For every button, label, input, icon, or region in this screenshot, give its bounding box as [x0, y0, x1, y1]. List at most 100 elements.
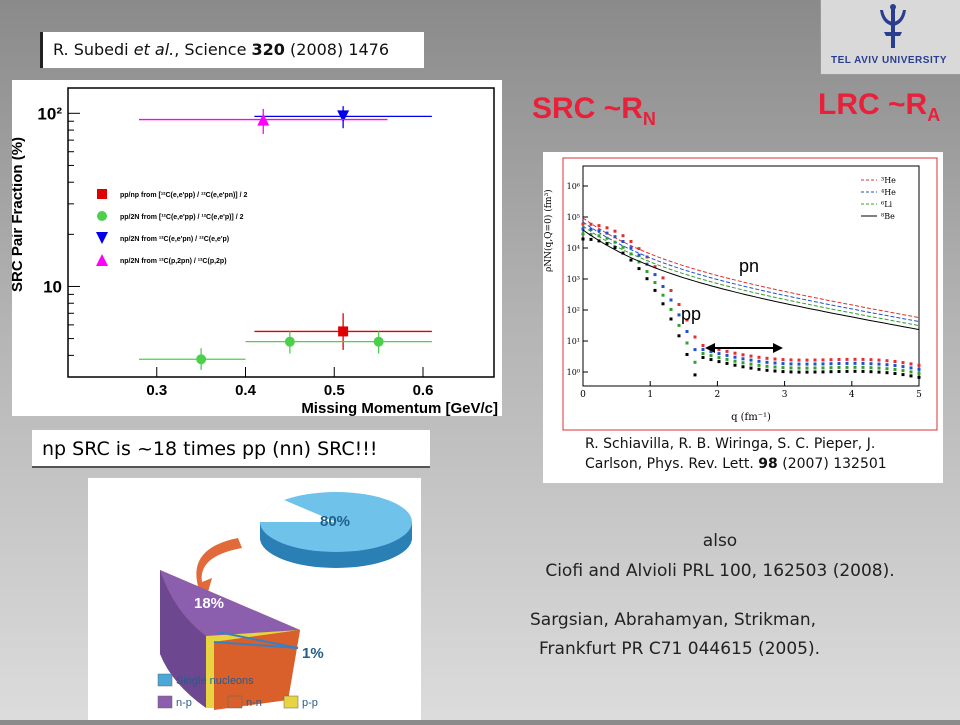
rp-pp-point [861, 365, 865, 369]
rp-pp-point [805, 370, 809, 374]
rp-pp-point [893, 372, 897, 375]
rp-y-tick-label: 10³ [567, 275, 580, 284]
pie-label-1: 1% [302, 645, 324, 662]
sargsian-reference-line1: Sargsian, Abrahamyan, Strikman, [530, 610, 817, 630]
rp-pp-point [637, 267, 641, 271]
ciofi-reference: Ciofi and Alvioli PRL 100, 162503 (2008)… [545, 561, 895, 581]
rp-pp-point [893, 368, 897, 371]
rp-pp-point [645, 270, 649, 273]
np-pp-ratio-note: np SRC is ~18 times pp (nn) SRC!!! [32, 430, 430, 468]
legend-entry: pp/np from [¹²C(e,e'pp) / ¹²C(e,e'pn)] /… [120, 192, 247, 199]
rp-pp-point [797, 362, 801, 366]
rp-pp-point [821, 362, 825, 366]
rp-pp-point [733, 363, 737, 367]
rp-pp-point [597, 224, 601, 228]
rp-pp-point [589, 227, 593, 231]
rp-pp-point [789, 358, 793, 362]
rp-pp-point [805, 358, 809, 362]
rp-pp-point [629, 252, 633, 256]
rp-pp-point [805, 366, 809, 370]
rp-pp-point [749, 362, 753, 366]
x-tick-label: 0.3 [146, 382, 167, 399]
rp-pp-point [677, 313, 681, 317]
plot-frame [67, 87, 495, 378]
x-axis-label: Missing Momentum [GeV/c] [301, 400, 498, 416]
data-point-circle [284, 336, 295, 347]
rp-pp-point [629, 240, 633, 243]
rp-pp-point [901, 361, 905, 365]
legend-entry: np/2N from ¹²C(p,2pn) / ¹²C(p,2p) [120, 258, 227, 265]
rp-reference: R. Schiavilla, R. B. Wiringa, S. C. Piep… [585, 434, 887, 474]
momentum-distribution-plot: 0 1 2 3 4 5 10⁰ 10¹ 10² 10³ 10⁴ 10⁵ 10⁶ ρNN(q,Q=0) (… [543, 157, 938, 431]
rp-pp-point [909, 362, 913, 366]
rp-pp-point [733, 355, 737, 359]
rp-pp-point [741, 361, 745, 365]
rp-pp-point [885, 363, 889, 367]
rp-y-tick-label: 10⁰ [567, 368, 580, 377]
rp-pp-point [597, 229, 601, 233]
rp-pp-point [741, 353, 745, 357]
rp-reference-journal: Carlson, Phys. Rev. Lett. [585, 456, 759, 472]
logo-text: TEL AVIV UNIVERSITY [831, 55, 947, 66]
rp-pp-point [813, 366, 817, 370]
rp-pp-point [677, 334, 681, 338]
rp-pp-point [893, 360, 897, 363]
rp-pp-point [605, 231, 609, 235]
rp-pp-point [797, 358, 801, 362]
rp-pp-point [821, 370, 825, 374]
rp-pp-point [581, 232, 585, 236]
rp-pp-point [789, 362, 793, 366]
src-pair-fraction-chart: 0.3 0.4 0.5 0.6 10 10² pp/np from [¹²C(e,e'pp… [12, 80, 502, 416]
rp-pp-point [757, 355, 761, 359]
rp-y-tick-label: 10⁶ [567, 182, 580, 191]
rp-pp-point [877, 366, 881, 370]
rp-pp-point [917, 371, 921, 375]
rp-pn-curve [582, 217, 920, 319]
pie-wedge-pp-side [206, 636, 214, 708]
legend-marker [96, 254, 108, 266]
rp-pp-point [757, 363, 761, 367]
rp-pp-point [589, 237, 593, 241]
rp-pp-point [773, 361, 777, 365]
data-point-triangle-up [257, 113, 270, 126]
legend-entry: np/2N from ¹²C(e,e'pn) / ¹²C(e,e'p) [120, 236, 229, 243]
pie-legend-label: n-n [246, 697, 262, 709]
rp-pp-point [845, 365, 849, 369]
rp-pp-point [837, 366, 841, 369]
pie-illustration: 80% 18% 1% Single nucleons n-p n-n p-p [157, 492, 412, 710]
rp-legend-entry: ⁴He [881, 188, 896, 197]
rp-pp-point [661, 302, 665, 306]
x-tick-label: 0.6 [413, 382, 434, 399]
rp-pp-point [789, 370, 793, 374]
rp-pp-point [877, 358, 881, 362]
rp-pp-point [653, 288, 657, 292]
rp-pp-point [829, 370, 833, 374]
src-title-text: SRC ~R [532, 92, 643, 125]
rp-pp-point [629, 246, 633, 250]
rp-pp-point [725, 361, 729, 365]
rp-pp-point [725, 353, 729, 357]
rp-pp-point [685, 330, 689, 333]
rp-pp-point [877, 370, 881, 374]
rp-x-label: q (fm⁻¹) [731, 412, 771, 423]
rp-pp-point [837, 370, 841, 373]
x-tick-label: 0.4 [235, 382, 257, 399]
rp-arrow [705, 343, 783, 353]
rp-pp-point [589, 232, 593, 236]
rp-pp-point [909, 374, 913, 378]
pie-figure: 80% 18% 1% Single nucleons n-p n-n p-p [88, 478, 421, 720]
rp-reference-volume: 98 [758, 456, 778, 472]
rp-pp-point [813, 362, 817, 366]
rp-pp-point [917, 363, 921, 367]
rp-pp-point [693, 373, 697, 377]
rp-pp-point [901, 369, 905, 373]
rp-pp-point [685, 353, 689, 356]
pie-legend-swatch [227, 695, 243, 709]
rp-x-tick-label: 2 [715, 390, 721, 400]
rp-pp-point [845, 357, 849, 361]
rp-pp-point [845, 369, 849, 373]
rp-pp-point [885, 371, 889, 375]
rp-pp-point [773, 365, 777, 369]
rp-x-tick-label: 1 [647, 390, 653, 400]
rp-pp-point [909, 370, 913, 374]
